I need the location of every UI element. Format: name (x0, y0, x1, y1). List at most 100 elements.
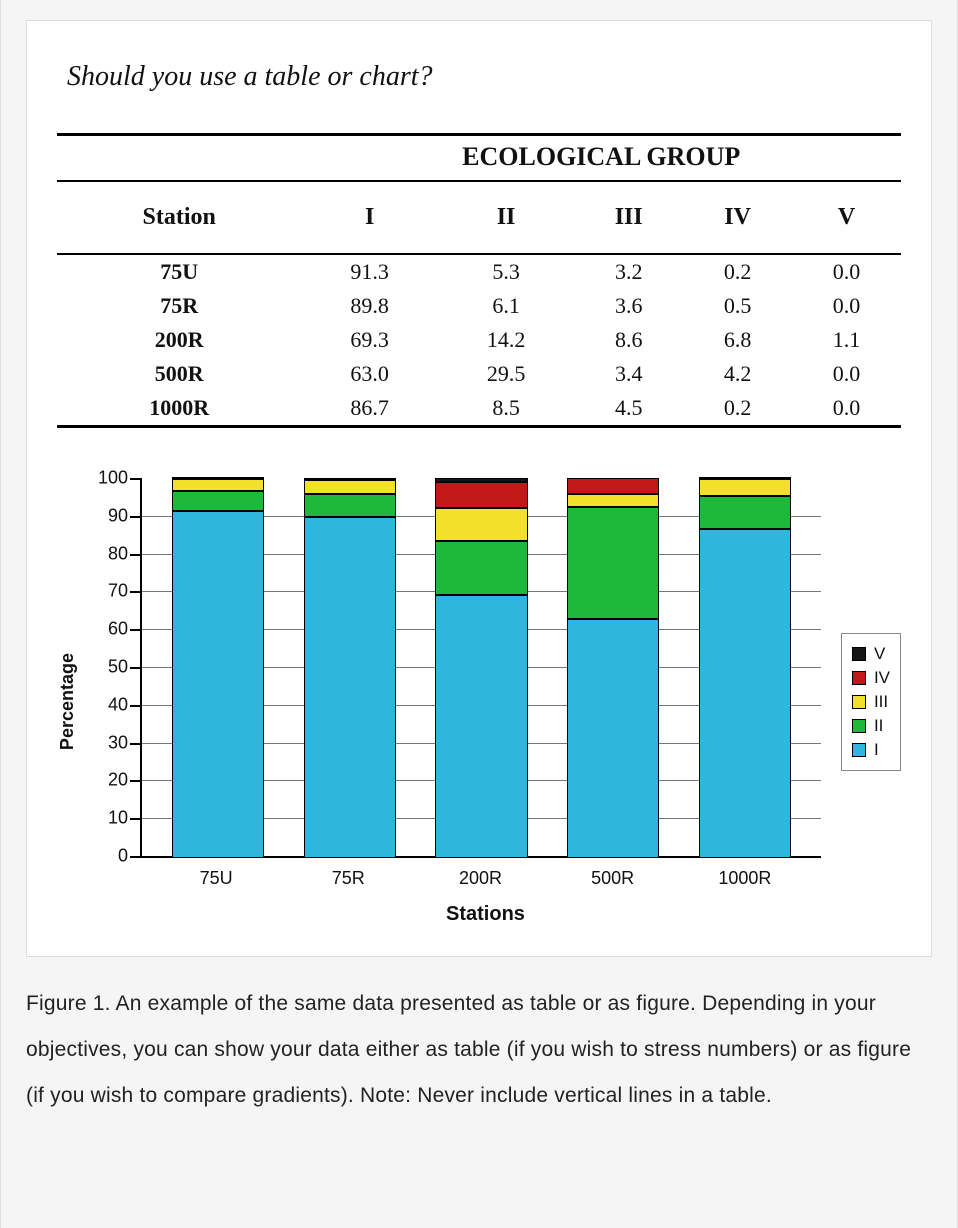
figure-panel: Should you use a table or chart? ECOLOGI… (26, 20, 932, 957)
value-cell: 0.0 (792, 254, 901, 289)
ecological-group-table: ECOLOGICAL GROUP Station I II III IV V 7… (57, 133, 901, 428)
value-cell: 1.1 (792, 323, 901, 357)
bar-segment (304, 517, 396, 858)
value-cell: 63.0 (301, 357, 437, 391)
table-super-header: ECOLOGICAL GROUP (301, 135, 901, 182)
value-cell: 4.2 (683, 357, 792, 391)
bar-segment (435, 595, 527, 858)
bar-segment (435, 482, 527, 508)
table-header-row: Station I II III IV V (57, 181, 901, 254)
legend-item: I (852, 738, 890, 762)
value-cell: 29.5 (438, 357, 574, 391)
y-tick-label: 40 (108, 694, 142, 715)
bar-1000R (699, 477, 791, 858)
bar-segment (699, 479, 791, 496)
x-tick-label: 200R (414, 868, 546, 889)
value-cell: 0.0 (792, 357, 901, 391)
value-cell: 3.2 (574, 254, 683, 289)
value-cell: 3.6 (574, 289, 683, 323)
value-cell: 4.5 (574, 391, 683, 427)
col-header-ii: II (438, 181, 574, 254)
bar-slot (547, 478, 679, 858)
value-cell: 0.5 (683, 289, 792, 323)
bar-200R (435, 478, 527, 858)
station-cell: 1000R (57, 391, 301, 427)
legend-swatch (852, 719, 866, 733)
legend-item: III (852, 690, 890, 714)
bar-slot (152, 478, 284, 858)
bar-75U (172, 477, 264, 858)
bar-segment (172, 479, 264, 491)
bar-slot (416, 478, 548, 858)
col-header-v: V (792, 181, 901, 254)
value-cell: 3.4 (574, 357, 683, 391)
bar-segment (304, 480, 396, 494)
table-super-header-row: ECOLOGICAL GROUP (57, 135, 901, 182)
y-tick-label: 100 (98, 468, 142, 489)
legend-swatch (852, 671, 866, 685)
col-header-iv: IV (683, 181, 792, 254)
value-cell: 86.7 (301, 391, 437, 427)
section-heading: Should you use a table or chart? (67, 61, 901, 93)
bar-500R (567, 478, 659, 858)
value-cell: 0.0 (792, 391, 901, 427)
x-tick-labels: 75U75R200R500R1000R (140, 858, 821, 889)
y-tick-label: 90 (108, 505, 142, 526)
value-cell: 14.2 (438, 323, 574, 357)
bar-segment (172, 491, 264, 511)
y-tick-label: 10 (108, 808, 142, 829)
y-tick-label: 20 (108, 770, 142, 791)
x-tick-label: 1000R (679, 868, 811, 889)
y-tick-label: 50 (108, 657, 142, 678)
station-cell: 200R (57, 323, 301, 357)
y-tick-label: 70 (108, 581, 142, 602)
y-tick-label: 0 (118, 846, 142, 867)
legend-swatch (852, 743, 866, 757)
value-cell: 0.2 (683, 254, 792, 289)
station-cell: 75R (57, 289, 301, 323)
bar-segment (567, 494, 659, 507)
y-tick-label: 80 (108, 543, 142, 564)
station-cell: 500R (57, 357, 301, 391)
legend-swatch (852, 695, 866, 709)
col-header-station: Station (57, 181, 301, 254)
stacked-bar-chart: Percentage 0102030405060708090100 75U75R… (57, 478, 901, 926)
value-cell: 8.5 (438, 391, 574, 427)
bar-segment (435, 541, 527, 595)
table-row: 500R63.029.53.44.20.0 (57, 357, 901, 391)
value-cell: 0.2 (683, 391, 792, 427)
value-cell: 6.1 (438, 289, 574, 323)
legend-label: I (874, 740, 879, 760)
bar-segment (699, 496, 791, 528)
legend-label: IV (874, 668, 890, 688)
value-cell: 89.8 (301, 289, 437, 323)
station-cell: 75U (57, 254, 301, 289)
bar-slot (679, 478, 811, 858)
col-header-iii: III (574, 181, 683, 254)
value-cell: 0.0 (792, 289, 901, 323)
x-axis-label: Stations (140, 903, 831, 926)
bar-segment (699, 529, 791, 858)
bar-75R (304, 478, 396, 858)
value-cell: 5.3 (438, 254, 574, 289)
table-row: 75R89.86.13.60.50.0 (57, 289, 901, 323)
table-body: 75U91.35.33.20.20.075R89.86.13.60.50.020… (57, 254, 901, 427)
legend-swatch (852, 647, 866, 661)
y-tick-label: 30 (108, 732, 142, 753)
table-row: 75U91.35.33.20.20.0 (57, 254, 901, 289)
value-cell: 6.8 (683, 323, 792, 357)
bar-slot (284, 478, 416, 858)
legend: VIVIIIIII (841, 633, 901, 771)
table-row: 200R69.314.28.66.81.1 (57, 323, 901, 357)
legend-item: IV (852, 666, 890, 690)
bar-segment (567, 619, 659, 858)
value-cell: 8.6 (574, 323, 683, 357)
bar-segment (567, 507, 659, 619)
value-cell: 69.3 (301, 323, 437, 357)
col-header-i: I (301, 181, 437, 254)
plot-column: 0102030405060708090100 75U75R200R500R100… (90, 478, 831, 926)
legend-label: III (874, 692, 888, 712)
page: Should you use a table or chart? ECOLOGI… (0, 0, 958, 1228)
x-tick-label: 500R (547, 868, 679, 889)
value-cell: 91.3 (301, 254, 437, 289)
